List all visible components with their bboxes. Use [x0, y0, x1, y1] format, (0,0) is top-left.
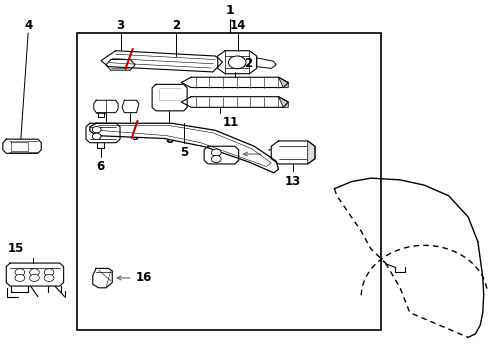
Polygon shape [86, 123, 120, 143]
Polygon shape [278, 97, 287, 107]
Polygon shape [6, 263, 63, 286]
Circle shape [44, 269, 54, 276]
Polygon shape [11, 142, 28, 150]
Text: 5: 5 [179, 146, 187, 159]
Circle shape [30, 274, 39, 282]
Circle shape [15, 269, 25, 276]
Text: 7: 7 [267, 148, 275, 161]
Polygon shape [307, 141, 314, 164]
Circle shape [92, 126, 101, 133]
Polygon shape [94, 100, 118, 113]
Text: 15: 15 [8, 242, 24, 255]
Text: 13: 13 [285, 175, 301, 188]
Circle shape [211, 149, 221, 156]
Circle shape [30, 269, 39, 276]
Polygon shape [93, 268, 112, 288]
Text: 14: 14 [229, 19, 246, 32]
Polygon shape [217, 51, 256, 74]
Text: 2: 2 [172, 19, 180, 32]
Polygon shape [256, 58, 276, 68]
Text: 6: 6 [96, 161, 104, 174]
Circle shape [228, 56, 245, 69]
Polygon shape [159, 88, 180, 100]
Polygon shape [101, 51, 222, 72]
Polygon shape [181, 77, 287, 87]
Bar [77, 33, 380, 330]
Text: 3: 3 [116, 19, 124, 32]
Polygon shape [106, 59, 135, 70]
Text: 9: 9 [131, 132, 139, 142]
Text: 8: 8 [164, 133, 173, 146]
Polygon shape [152, 84, 187, 111]
Text: 10: 10 [97, 132, 112, 142]
Circle shape [92, 133, 101, 140]
Circle shape [44, 274, 54, 282]
Text: 1: 1 [225, 4, 234, 17]
Text: 4: 4 [24, 19, 32, 32]
Polygon shape [278, 77, 287, 87]
Polygon shape [90, 123, 278, 173]
Polygon shape [203, 146, 238, 164]
Text: 12: 12 [237, 57, 253, 70]
Polygon shape [3, 139, 41, 153]
Circle shape [15, 274, 25, 282]
Text: 11: 11 [222, 116, 238, 129]
Polygon shape [122, 100, 139, 113]
Polygon shape [271, 141, 314, 164]
Circle shape [211, 156, 221, 162]
Text: 16: 16 [135, 271, 152, 284]
Polygon shape [181, 97, 287, 107]
